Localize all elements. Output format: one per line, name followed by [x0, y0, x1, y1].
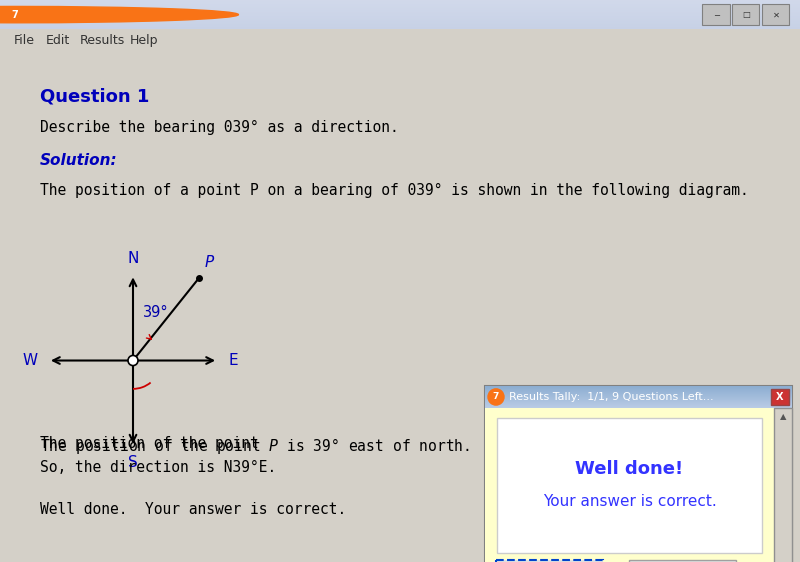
- Text: 7: 7: [11, 10, 18, 20]
- FancyBboxPatch shape: [485, 398, 792, 399]
- Circle shape: [488, 389, 504, 405]
- FancyBboxPatch shape: [485, 403, 792, 404]
- Text: Question 1: Question 1: [40, 87, 150, 105]
- FancyBboxPatch shape: [485, 408, 774, 562]
- FancyBboxPatch shape: [485, 386, 792, 387]
- Text: Results: Results: [80, 34, 126, 47]
- Text: Solution:: Solution:: [40, 153, 118, 168]
- Text: Help: Help: [130, 34, 158, 47]
- Text: Describe the bearing 039° as a direction.: Describe the bearing 039° as a direction…: [40, 120, 398, 134]
- FancyBboxPatch shape: [485, 402, 792, 403]
- Text: Well done.  Your answer is correct.: Well done. Your answer is correct.: [40, 502, 346, 517]
- FancyBboxPatch shape: [485, 392, 792, 393]
- FancyBboxPatch shape: [497, 418, 762, 553]
- Text: So, the direction is N39°E.: So, the direction is N39°E.: [40, 460, 276, 475]
- FancyBboxPatch shape: [771, 389, 789, 405]
- Text: $P$: $P$: [204, 254, 215, 270]
- Text: S: S: [128, 455, 138, 470]
- Text: □: □: [742, 10, 750, 19]
- Text: E: E: [228, 353, 238, 368]
- FancyBboxPatch shape: [485, 388, 792, 389]
- Text: Edit: Edit: [46, 34, 70, 47]
- FancyBboxPatch shape: [732, 4, 759, 25]
- FancyBboxPatch shape: [485, 406, 792, 407]
- FancyBboxPatch shape: [629, 560, 736, 562]
- FancyBboxPatch shape: [485, 407, 792, 408]
- FancyBboxPatch shape: [485, 397, 792, 398]
- Text: Interactive Questions: Interactive Questions: [30, 8, 164, 21]
- FancyBboxPatch shape: [774, 408, 792, 562]
- Text: ✕: ✕: [773, 10, 779, 19]
- Text: X: X: [776, 392, 784, 402]
- Circle shape: [128, 355, 138, 365]
- FancyBboxPatch shape: [485, 404, 792, 405]
- FancyBboxPatch shape: [485, 399, 792, 400]
- FancyBboxPatch shape: [485, 390, 792, 391]
- Text: Your answer is correct.: Your answer is correct.: [542, 494, 716, 509]
- Text: ▲: ▲: [780, 412, 786, 421]
- Text: 39°: 39°: [143, 305, 169, 320]
- Text: File: File: [14, 34, 35, 47]
- Text: The position of the point $P$ is 39° east of north.: The position of the point $P$ is 39° eas…: [40, 437, 470, 456]
- FancyBboxPatch shape: [702, 4, 730, 25]
- FancyBboxPatch shape: [762, 4, 789, 25]
- Text: Results Tally:  1/1, 9 Questions Left...: Results Tally: 1/1, 9 Questions Left...: [509, 392, 714, 402]
- FancyBboxPatch shape: [485, 389, 792, 390]
- Circle shape: [0, 6, 238, 23]
- FancyBboxPatch shape: [485, 396, 792, 397]
- Text: N: N: [127, 251, 138, 266]
- FancyBboxPatch shape: [485, 395, 792, 396]
- FancyBboxPatch shape: [485, 393, 792, 394]
- Text: 7: 7: [493, 392, 499, 401]
- FancyBboxPatch shape: [485, 387, 792, 388]
- FancyBboxPatch shape: [485, 394, 792, 395]
- Text: The position of the point: The position of the point: [40, 437, 267, 451]
- FancyBboxPatch shape: [485, 386, 792, 562]
- FancyBboxPatch shape: [485, 405, 792, 406]
- Text: ─: ─: [714, 10, 719, 19]
- FancyBboxPatch shape: [496, 560, 603, 562]
- Text: The position of a point P on a bearing of 039° is shown in the following diagram: The position of a point P on a bearing o…: [40, 183, 749, 198]
- FancyBboxPatch shape: [485, 401, 792, 402]
- Text: W: W: [23, 353, 38, 368]
- FancyBboxPatch shape: [485, 391, 792, 392]
- Text: Well done!: Well done!: [575, 460, 683, 478]
- FancyBboxPatch shape: [485, 400, 792, 401]
